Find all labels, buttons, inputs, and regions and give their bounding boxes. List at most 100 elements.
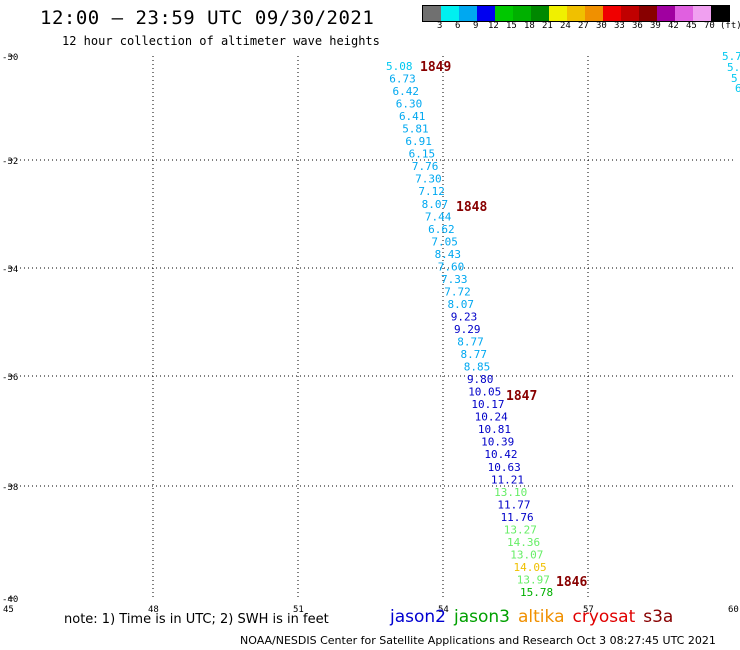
lon-tick-label: 51 <box>293 605 304 615</box>
cyclone-id-label: 1847 <box>506 389 537 404</box>
satellite-legend: jason2 jason3 altika cryosat s3a <box>390 607 681 627</box>
wave-height-label: 6.42 <box>392 85 419 98</box>
wave-height-label: 6.41 <box>399 110 426 123</box>
colorbar-tick: 9 <box>473 21 479 31</box>
colorbar-swatch <box>585 6 603 21</box>
wave-height-label: 7.44 <box>425 210 452 223</box>
cyclone-id-label: 1849 <box>420 60 451 75</box>
wave-height-label: 10.17 <box>471 398 504 411</box>
wave-height-label: 10.63 <box>488 461 521 474</box>
colorbar-tick: 6 <box>455 21 461 31</box>
legend-item-jason2: jason2 <box>390 607 446 627</box>
colorbar-tick: 21 <box>542 21 553 31</box>
wave-height-label-edge: 5.8 <box>727 61 740 74</box>
colorbar-tick: 24 <box>560 21 571 31</box>
wave-height-label: 6.30 <box>396 98 423 111</box>
wave-height-label: 5.08 <box>386 60 413 73</box>
wave-height-label: 13.10 <box>494 486 527 499</box>
colorbar-tick: 70 <box>704 21 715 31</box>
colorbar-tick: 33 <box>614 21 625 31</box>
wave-height-label: 10.39 <box>481 436 514 449</box>
lon-tick-label: 48 <box>148 605 159 615</box>
wave-height-label: 9.29 <box>454 323 481 336</box>
colorbar-tick: 18 <box>524 21 535 31</box>
colorbar-swatch <box>603 6 621 21</box>
lon-tick-label: 60 <box>728 605 739 615</box>
wave-height-label: 7.76 <box>412 160 439 173</box>
wave-height-label: 10.42 <box>484 448 517 461</box>
colorbar-tick: 36 <box>632 21 643 31</box>
lat-tick-label: -38 <box>2 483 18 493</box>
wave-height-label: 8.07 <box>422 198 449 211</box>
wave-height-label: 13.07 <box>510 548 543 561</box>
legend-item-s3a: s3a <box>643 607 674 627</box>
legend-item-jason3: jason3 <box>454 607 510 627</box>
wave-height-label: 5.81 <box>402 123 429 136</box>
colorbar-swatch <box>477 6 495 21</box>
colorbar-swatch <box>675 6 693 21</box>
colorbar-swatch <box>495 6 513 21</box>
wave-height-label: 9.23 <box>451 310 478 323</box>
wave-height-label: 10.05 <box>468 386 501 399</box>
colorbar-swatch <box>567 6 585 21</box>
map-title: 12:00 – 23:59 UTC 09/30/2021 <box>40 7 375 29</box>
legend-item-altika: altika <box>518 607 565 627</box>
wave-height-label: 14.36 <box>507 536 540 549</box>
colorbar-swatch <box>711 6 729 21</box>
wave-height-label: 7.33 <box>441 273 468 286</box>
wave-height-label: 10.24 <box>475 411 508 424</box>
colorbar-swatch <box>513 6 531 21</box>
credit-footer: NOAA/NESDIS Center for Satellite Applica… <box>240 634 716 647</box>
wave-height-label: 13.97 <box>517 573 550 586</box>
colorbar-ticks: 3 6 9 12 15 18 21 24 27 30 33 36 39 42 45 70 (ft) <box>422 21 740 33</box>
lon-tick-label: 57 <box>583 605 594 615</box>
wave-height-label: 7.05 <box>431 235 458 248</box>
wave-height-label: 7.72 <box>444 285 471 298</box>
wave-height-label-edge: 6 <box>735 82 740 95</box>
wave-height-label: 6.15 <box>409 148 436 161</box>
wave-height-label-edge: 5. <box>731 72 740 85</box>
wave-height-label: 9.80 <box>467 373 494 386</box>
wave-height-label: 13.27 <box>504 523 537 536</box>
lat-tick-label: -34 <box>2 265 18 275</box>
lat-tick-label: -32 <box>2 157 18 167</box>
colorbar-swatch <box>621 6 639 21</box>
colorbar-tick: 45 <box>686 21 697 31</box>
wave-height-label: 10.81 <box>478 423 511 436</box>
wave-height-label: 11.21 <box>491 473 524 486</box>
colorbar-tick: 30 <box>596 21 607 31</box>
colorbar-tick: 15 <box>506 21 517 31</box>
cyclone-id-label: 1846 <box>556 575 587 590</box>
colorbar-swatch <box>639 6 657 21</box>
wave-height-label: 8.77 <box>457 336 484 349</box>
colorbar-swatch <box>693 6 711 21</box>
wave-height-label: 8.85 <box>464 361 491 374</box>
colorbar-tick: 12 <box>488 21 499 31</box>
wave-height-label: 11.76 <box>501 511 534 524</box>
colorbar-swatch <box>531 6 549 21</box>
colorbar-tick: 27 <box>578 21 589 31</box>
colorbar-swatch <box>657 6 675 21</box>
wave-height-label: 6.62 <box>428 223 455 236</box>
colorbar-swatch <box>459 6 477 21</box>
lon-tick-label: 54 <box>438 605 449 615</box>
colorbar-tick: 42 <box>668 21 679 31</box>
wave-height-label: 15.78 <box>520 586 553 599</box>
wave-height-label: 7.30 <box>415 173 442 186</box>
colorbar-tick: 3 <box>437 21 443 31</box>
cyclone-id-label: 1848 <box>456 200 487 215</box>
map-subtitle: 12 hour collection of altimeter wave hei… <box>62 34 380 48</box>
colorbar-swatch <box>549 6 567 21</box>
wave-height-label: 6.73 <box>389 73 416 86</box>
wave-height-label: 7.60 <box>438 260 465 273</box>
legend-item-cryosat: cryosat <box>572 607 636 627</box>
colorbar-swatch <box>441 6 459 21</box>
colorbar-tick: 39 <box>650 21 661 31</box>
colorbar-unit: (ft) <box>720 21 740 31</box>
lat-tick-label: -36 <box>2 373 18 383</box>
wave-height-label: 8.43 <box>435 248 462 261</box>
wave-height-label: 8.07 <box>448 298 475 311</box>
wave-height-label: 14.05 <box>514 561 547 574</box>
wave-height-label: 11.77 <box>497 498 530 511</box>
